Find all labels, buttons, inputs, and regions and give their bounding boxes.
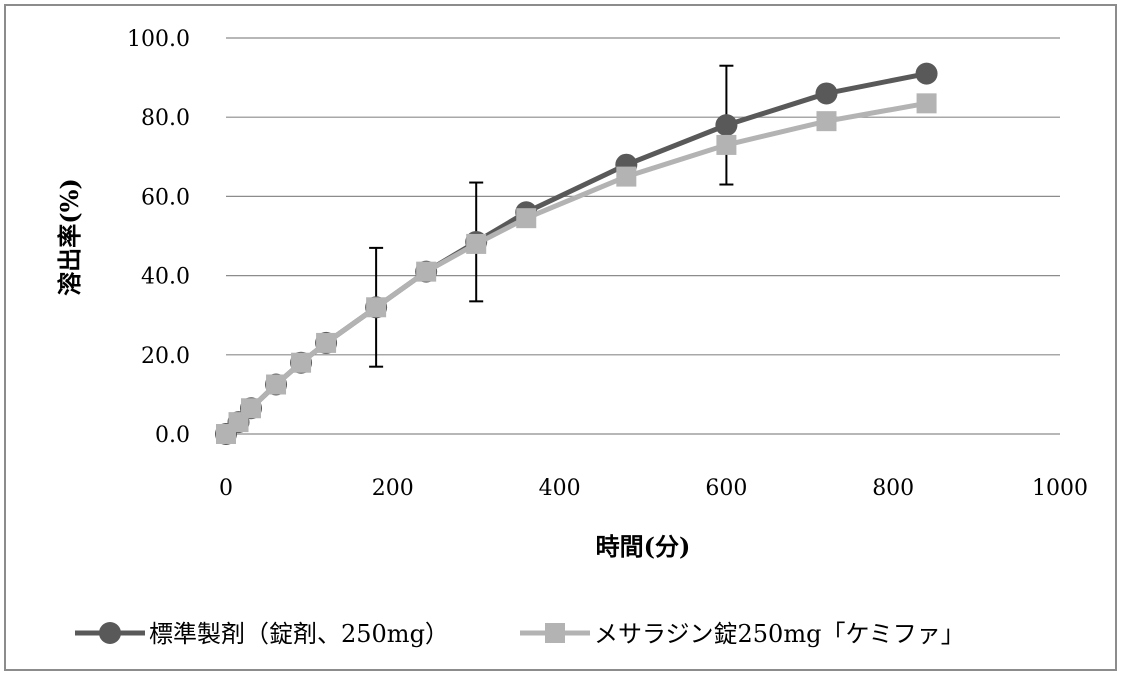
data-point bbox=[616, 166, 637, 187]
legend-label: メサラジン錠250mg「ケミファ」 bbox=[594, 620, 965, 648]
y-tick-label: 60.0 bbox=[141, 185, 190, 210]
y-tick-label: 20.0 bbox=[141, 344, 190, 369]
data-point bbox=[316, 332, 337, 353]
data-point bbox=[715, 114, 738, 137]
chart-frame bbox=[4, 4, 1117, 671]
legend-item-2: メサラジン錠250mg「ケミファ」 bbox=[520, 620, 965, 648]
x-tick-label: 200 bbox=[372, 476, 414, 501]
y-tick-label: 0.0 bbox=[155, 423, 190, 448]
series-group bbox=[215, 62, 938, 445]
x-tick-label: 800 bbox=[872, 476, 914, 501]
data-point bbox=[366, 297, 387, 318]
series-2 bbox=[216, 93, 937, 444]
data-point bbox=[241, 398, 262, 419]
legend-item-1: 標準製剤（錠剤、250mg） bbox=[75, 620, 449, 648]
x-tick-label: 400 bbox=[539, 476, 581, 501]
data-point bbox=[291, 352, 312, 373]
y-tick-label: 100.0 bbox=[127, 27, 190, 52]
y-tick-label: 80.0 bbox=[141, 106, 190, 131]
error-bars bbox=[369, 64, 734, 368]
series-line bbox=[224, 100, 927, 436]
data-point bbox=[816, 111, 837, 132]
data-point bbox=[915, 62, 938, 85]
x-tick-labels: 0 200 400 600 800 1000 bbox=[219, 476, 1088, 501]
data-point bbox=[416, 261, 437, 282]
legend-marker bbox=[545, 623, 565, 643]
data-point bbox=[716, 134, 737, 155]
data-point bbox=[916, 93, 937, 114]
x-tick-label: 600 bbox=[705, 476, 747, 501]
y-axis-title: 溶出率(%) bbox=[55, 178, 84, 296]
data-point bbox=[266, 374, 287, 395]
data-point bbox=[466, 233, 487, 254]
legend-marker bbox=[99, 622, 121, 644]
data-point bbox=[815, 82, 838, 105]
x-axis-title: 時間(分) bbox=[596, 532, 691, 561]
data-point bbox=[516, 208, 537, 229]
grid-lines bbox=[226, 37, 1060, 435]
y-tick-label: 40.0 bbox=[141, 265, 190, 290]
legend: 標準製剤（錠剤、250mg） メサラジン錠250mg「ケミファ」 bbox=[75, 620, 965, 648]
x-tick-label: 1000 bbox=[1032, 476, 1088, 501]
y-tick-labels: 0.0 20.0 40.0 60.0 80.0 100.0 bbox=[127, 27, 190, 448]
legend-label: 標準製剤（錠剤、250mg） bbox=[149, 620, 449, 648]
x-tick-label: 0 bbox=[219, 476, 233, 501]
